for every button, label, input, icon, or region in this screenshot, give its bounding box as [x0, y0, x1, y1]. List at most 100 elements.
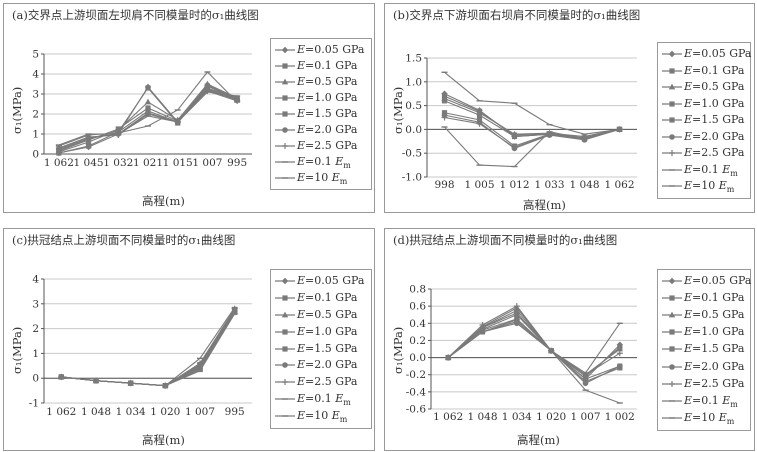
legend-item: E=2.5 GPa	[658, 376, 750, 392]
legend-marker	[669, 329, 675, 335]
legend-item: E=0.1 Em	[271, 154, 371, 170]
y-tick-label: 0.2	[409, 335, 426, 347]
legend-swatch	[662, 50, 682, 58]
plot-area-b: -1.0 -0.5 0.0 0.5 1.0 1.5 998 1 005 1 012 1 033 1 …	[402, 53, 637, 191]
series-8	[445, 319, 623, 404]
x-tick-label: 1 032	[103, 157, 133, 169]
y-tick-label: 4	[32, 69, 39, 81]
legend-swatch	[275, 345, 295, 352]
chart-panel-d: (d)拱冠结点上游坝面不同模量时的σ₁曲线图 -0.6 -0.4 -0.2 0.0 0.…	[384, 228, 755, 451]
legend-item: E=0.1 GPa	[271, 290, 371, 306]
y-tick-label: -0.2	[406, 369, 426, 381]
y-tick-label: 0.5	[405, 100, 422, 112]
legend-marker	[669, 101, 675, 107]
legend-label: E=2.0 GPa	[297, 123, 358, 136]
legend-item: E=0.5 GPa	[271, 74, 371, 90]
legend-marker	[282, 127, 288, 133]
legend-item: E=2.0 GPa	[271, 122, 371, 138]
legend-swatch	[275, 177, 295, 179]
legend-marker	[282, 143, 288, 149]
x-tick-label: 1 002	[605, 411, 635, 423]
legend-item: E=0.5 GPa	[658, 79, 750, 95]
data-point	[234, 98, 241, 104]
y-tick-label: 0.0	[405, 124, 422, 136]
legend-swatch	[662, 101, 682, 107]
y-tick-label: 1.0	[405, 76, 422, 88]
series-line	[444, 71, 620, 135]
y-tick-label: -0.6	[406, 404, 427, 416]
y-tick-label: -0.4	[406, 386, 427, 398]
legend-item: E=1.5 GPa	[658, 341, 750, 357]
x-tick-label: 1 045	[74, 157, 104, 169]
legend-label: E=1.0 GPa	[684, 96, 745, 110]
legend-marker	[669, 295, 675, 301]
legend-marker	[281, 78, 289, 85]
x-tick-label: 1 062	[44, 157, 74, 169]
legend-marker	[282, 379, 288, 386]
x-tick-label: 1 007	[570, 411, 600, 423]
x-tick-label: 1 048	[467, 411, 497, 423]
legend-marker	[281, 46, 289, 54]
legend-marker	[669, 133, 675, 140]
series-3	[445, 316, 623, 382]
data-point	[441, 98, 448, 104]
plot-area-c: -1 0 1 2 3 4 1 062 1 048 1 034 1 020 1 007 995	[29, 274, 252, 418]
legend-swatch	[275, 415, 295, 417]
legend-swatch	[662, 277, 682, 285]
data-point	[511, 144, 518, 151]
y-axis-label-c: σ₁(MPa)	[10, 326, 24, 374]
legend-swatch	[275, 329, 295, 335]
legend-label: E=2.0 GPa	[684, 359, 745, 373]
y-tick-label: -1	[29, 398, 39, 410]
legend-marker	[668, 311, 676, 318]
y-tick-label: 1	[32, 348, 39, 360]
legend-marker	[281, 311, 289, 318]
data-point	[145, 105, 151, 111]
series-line	[444, 95, 620, 139]
legend-swatch	[662, 417, 682, 419]
data-point	[616, 350, 623, 357]
series-8	[55, 91, 241, 146]
legend-label: E=2.5 GPa	[297, 139, 358, 152]
x-tick-label: 1 020	[536, 411, 566, 423]
x-tick-label: 1 048	[81, 406, 111, 418]
legend-marker	[282, 345, 288, 352]
x-tick-label: 1 020	[150, 406, 180, 418]
series-line	[444, 93, 620, 138]
legend-item: E=0.1 GPa	[658, 63, 750, 79]
legend-item: E=2.5 GPa	[271, 374, 371, 390]
legend-item: E=0.05 GPa	[658, 273, 752, 289]
legend-label: E=2.0 GPa	[684, 129, 745, 143]
legend-label: E=0.5 GPa	[684, 308, 745, 322]
data-point	[204, 88, 211, 94]
legend-marker	[669, 117, 675, 123]
legend-label: E=0.5 GPa	[297, 307, 358, 321]
x-tick-label: 1 012	[499, 179, 529, 191]
data-point	[145, 85, 151, 91]
legend-item: E=1.0 GPa	[271, 90, 371, 106]
legend-swatch	[662, 380, 682, 387]
series-line	[61, 307, 236, 387]
legend-c: E=0.05 GPa E=0.1 GPa E=0.5 GPa E=1.0 GPa E=1…	[270, 269, 372, 429]
x-tick-label: 1 062	[604, 179, 634, 191]
y-tick-label: 3	[32, 298, 39, 310]
data-point	[144, 98, 152, 105]
data-point	[582, 380, 589, 387]
x-tick-label: 1 033	[534, 179, 564, 191]
legend-label: E=0.5 GPa	[684, 80, 745, 94]
legend-label: E=2.5 GPa	[684, 376, 745, 390]
legend-label: E=1.0 GPa	[297, 324, 358, 338]
x-tick-label: 1 048	[569, 179, 599, 191]
y-tick-label: 2	[32, 323, 39, 335]
legend-swatch	[662, 185, 682, 188]
legend-marker	[669, 150, 675, 157]
legend-label: E=0.1 Em	[297, 392, 351, 408]
x-tick-label: 1 062	[433, 411, 463, 423]
legend-item: E=0.1 Em	[658, 162, 750, 178]
legend-label: E=0.05 GPa	[297, 43, 365, 56]
legend-b: E=0.05 GPa E=0.1 GPa E=0.5 GPa E=1.0 GPa E=1…	[657, 42, 752, 199]
x-tick-label: 1 015	[163, 157, 193, 169]
x-tick-label: 1 007	[192, 157, 222, 169]
chart-panel-b: (b)交界点下游坝面右坝肩不同模量时的σ₁曲线图 -1.0 -0.5 0.0 0.5 1…	[384, 3, 755, 213]
legend-marker	[282, 295, 288, 301]
